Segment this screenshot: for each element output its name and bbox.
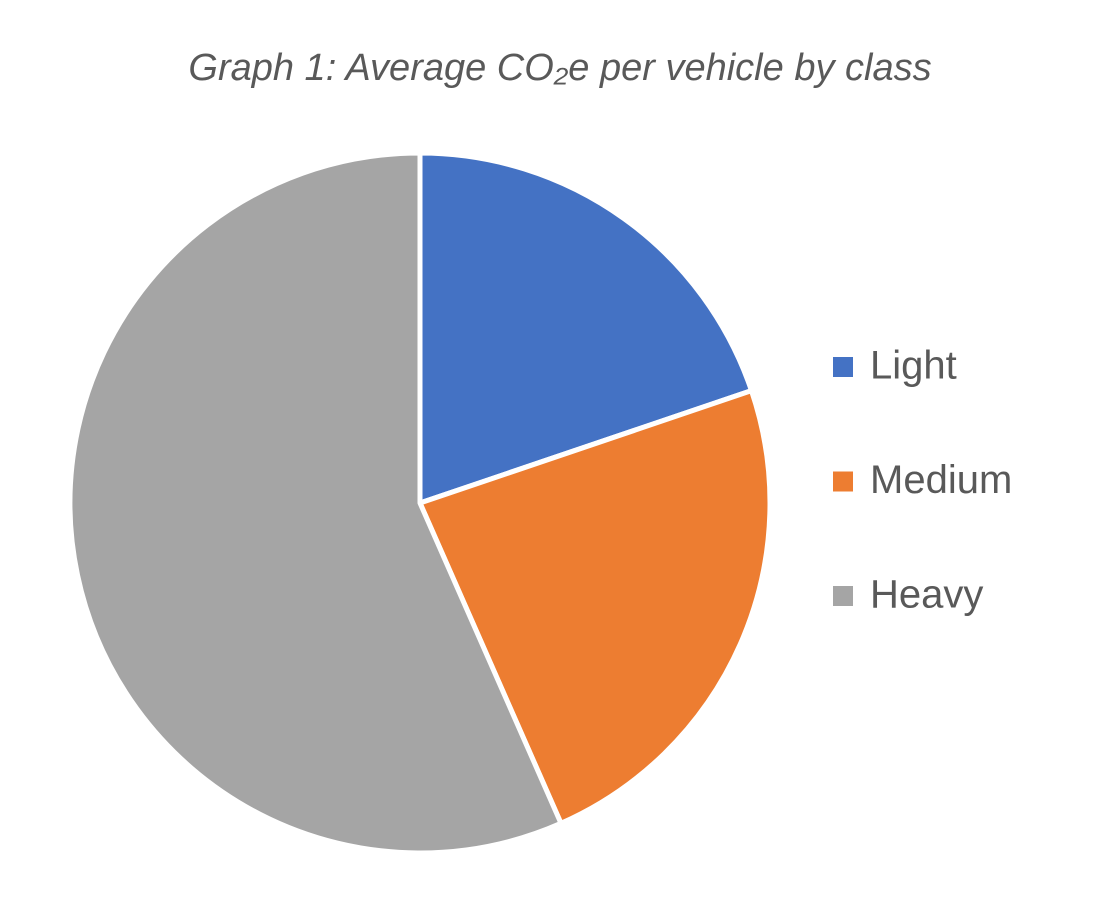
legend-label: Light [870, 344, 957, 388]
legend-swatch [833, 357, 853, 377]
pie-slice [417, 388, 773, 826]
legend-swatch [833, 471, 853, 492]
legend-label: Medium [870, 458, 1012, 502]
chart-title: Graph 1: Average CO₂e per vehicle by cla… [188, 47, 931, 89]
legend-swatch [833, 586, 853, 606]
pie-slice [417, 150, 754, 506]
legend-label: Heavy [870, 573, 983, 617]
pie-slice [67, 150, 564, 856]
